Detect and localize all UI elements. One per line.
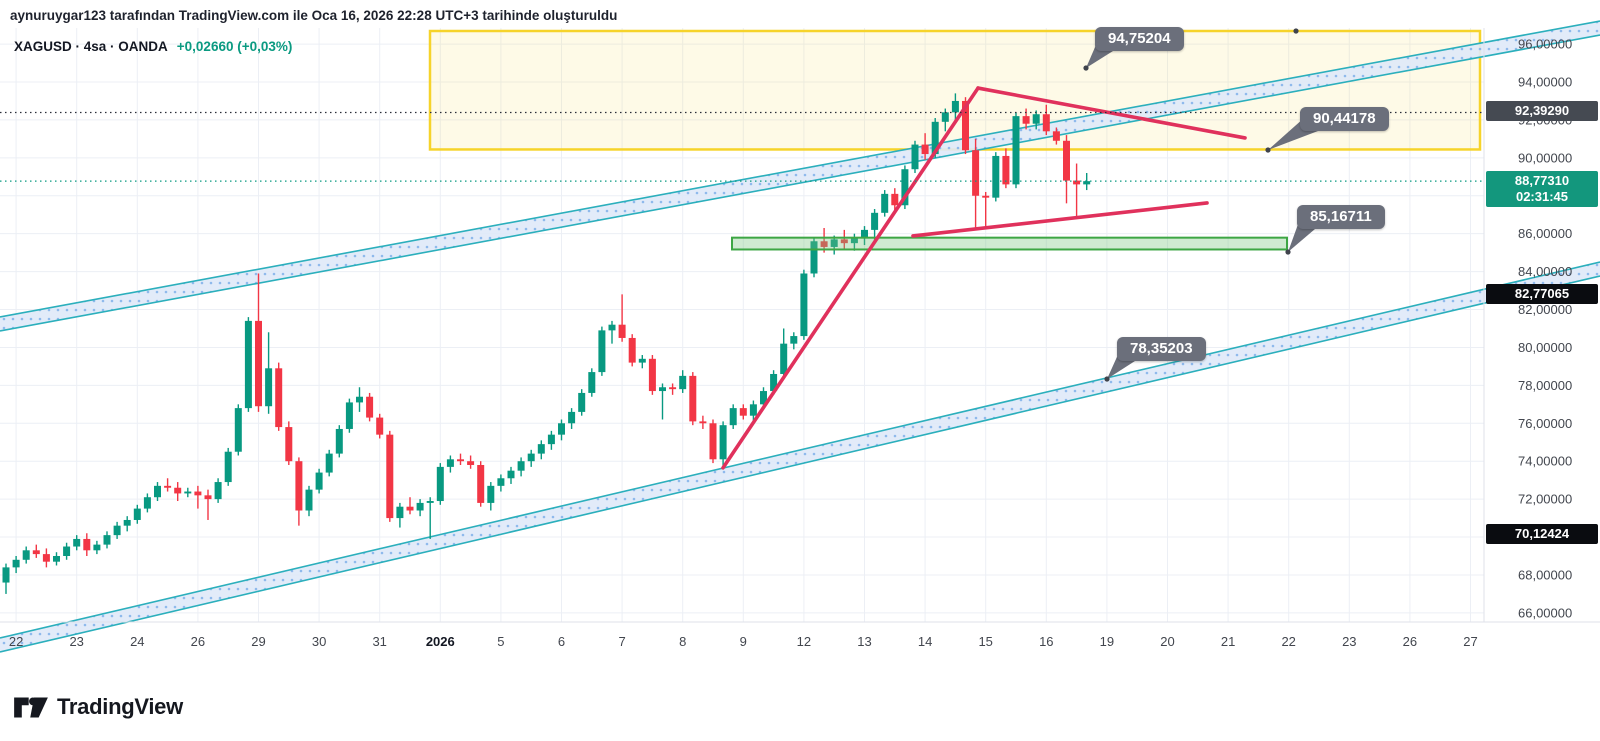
y-axis-label: 72,00000 — [1518, 492, 1572, 507]
drawing-anchor-dot[interactable] — [1293, 28, 1299, 34]
upper-channel-band[interactable] — [0, 20, 1600, 332]
x-axis-label: 21 — [1221, 634, 1235, 649]
x-axis-label: 7 — [618, 634, 625, 649]
y-axis-label: 96,00000 — [1518, 37, 1572, 52]
tradingview-logo-icon — [14, 696, 48, 719]
price-change: +0,02660 (+0,03%) — [176, 39, 293, 54]
x-axis-label: 6 — [558, 634, 565, 649]
y-axis-label: 76,00000 — [1518, 416, 1572, 431]
tradingview-logo-text: TradingView — [57, 694, 183, 719]
x-axis-label: 15 — [978, 634, 992, 649]
time-axis[interactable]: 22 23 24 26 29 30 31 2026 5 6 7 8 9 12 13 14 15 16 19 20 21 2… — [9, 634, 1478, 649]
snapshot-attribution: aynuruygar123 tarafından TradingView.com… — [10, 8, 618, 23]
y-axis-label: 82,00000 — [1518, 302, 1572, 317]
x-axis-label: 9 — [740, 634, 747, 649]
x-axis-label: 22 — [9, 634, 23, 649]
x-axis-label: 31 — [372, 634, 386, 649]
marker-price-badge: 82,77065 — [1486, 283, 1598, 304]
x-axis-label: 23 — [1342, 634, 1356, 649]
x-axis-label: 13 — [857, 634, 871, 649]
price-callout-label[interactable]: 94,75204 — [1095, 27, 1184, 51]
x-axis-label: 24 — [130, 634, 144, 649]
price-callout-label[interactable]: 90,44178 — [1300, 107, 1389, 131]
x-axis-label: 23 — [69, 634, 83, 649]
y-axis-label: 84,00000 — [1518, 264, 1572, 279]
marker-price-badge: 70,12424 — [1486, 523, 1598, 544]
x-axis-label: 12 — [797, 634, 811, 649]
symbol-legend[interactable]: XAGUSD · 4sa · OANDA +0,02660 (+0,03%) — [14, 39, 292, 54]
y-axis-label: 86,00000 — [1518, 226, 1572, 241]
y-axis-label: 80,00000 — [1518, 340, 1572, 355]
last-price-badge: 88,77310 02:31:45 — [1486, 171, 1598, 208]
price-callout-label[interactable]: 85,16711 — [1297, 205, 1385, 229]
open-price-badge: 92,39290 — [1486, 101, 1598, 122]
y-axis-label: 66,00000 — [1518, 605, 1572, 620]
green-rectangle-drawing[interactable] — [731, 236, 1288, 251]
x-axis-label: 14 — [918, 634, 932, 649]
x-axis-label: 19 — [1100, 634, 1114, 649]
x-axis-label: 22 — [1281, 634, 1295, 649]
candles-series — [2, 93, 1091, 594]
x-axis-label: 2026 — [426, 634, 455, 649]
x-axis-label: 30 — [312, 634, 326, 649]
x-axis-label: 16 — [1039, 634, 1053, 649]
y-axis-label: 78,00000 — [1518, 378, 1572, 393]
x-axis-label: 8 — [679, 634, 686, 649]
price-axis[interactable]: 96,0000094,0000092,0000090,0000086,00000… — [1518, 37, 1572, 621]
x-axis-label: 27 — [1463, 634, 1477, 649]
x-axis-label: 5 — [497, 634, 504, 649]
y-axis-label: 74,00000 — [1518, 454, 1572, 469]
price-callout-label[interactable]: 78,35203 — [1117, 337, 1206, 361]
x-axis-label: 26 — [191, 634, 205, 649]
y-axis-label: 94,00000 — [1518, 75, 1572, 90]
y-axis-label: 68,00000 — [1518, 567, 1572, 582]
y-axis-label: 90,00000 — [1518, 150, 1572, 165]
symbol-title[interactable]: XAGUSD · 4sa · OANDA — [14, 39, 168, 54]
tradingview-logo[interactable]: TradingView — [14, 694, 183, 720]
x-axis-label: 20 — [1160, 634, 1174, 649]
bar-countdown: 02:31:45 — [1515, 189, 1569, 205]
yellow-rectangle-drawing[interactable] — [428, 29, 1482, 151]
x-axis-label: 29 — [251, 634, 265, 649]
x-axis-label: 26 — [1403, 634, 1417, 649]
